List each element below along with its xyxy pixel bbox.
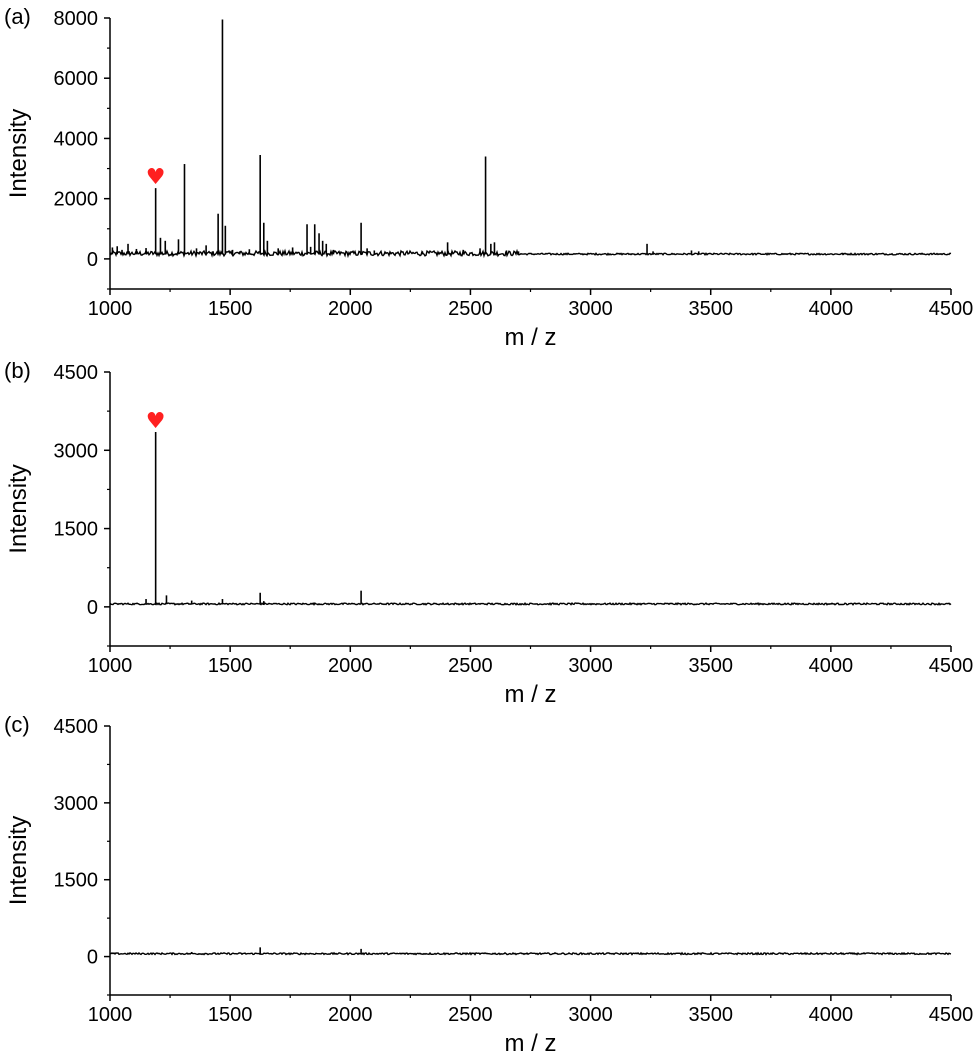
y-tick-label: 4000: [54, 128, 99, 150]
x-tick-label: 4500: [929, 1004, 974, 1026]
y-tick-label: 0: [87, 249, 98, 271]
panel-label: (a): [4, 4, 31, 29]
x-tick-label: 1500: [208, 655, 253, 677]
x-tick-label: 2500: [448, 1004, 493, 1026]
heart-marker: ♥: [146, 409, 166, 434]
y-axis-title: Intensity: [5, 109, 32, 198]
x-tick-label: 2000: [328, 1004, 373, 1026]
x-tick-label: 1000: [88, 1004, 133, 1026]
x-tick-label: 1500: [208, 298, 253, 320]
chart-panel-2: 1000 1500 2000 2500 3000 3500 4000 4500 0 1500 300…: [4, 358, 973, 708]
x-tick-label: 4000: [809, 655, 854, 677]
y-tick-label: 0: [87, 597, 98, 619]
x-axis-title: m / z: [505, 324, 557, 351]
y-axis-title: Intensity: [5, 464, 32, 553]
x-tick-label: 3000: [568, 1004, 613, 1026]
y-tick-label: 1500: [54, 519, 99, 541]
y-tick-label: 6000: [54, 68, 99, 90]
y-tick-label: 4500: [54, 362, 99, 384]
spectrum-baseline: [109, 951, 952, 956]
spectrum-baseline: [109, 248, 952, 259]
y-axis-title: Intensity: [5, 816, 32, 905]
x-tick-label: 3500: [688, 298, 733, 320]
chart-panel-3: 1000 1500 2000 2500 3000 3500 4000 4500 0 1500 300…: [4, 712, 973, 1057]
x-axis-title: m / z: [505, 1030, 557, 1057]
x-tick-label: 2500: [448, 298, 493, 320]
x-tick-label: 4500: [929, 655, 974, 677]
chart-panel-1: 1000 1500 2000 2500 3000 3500 4000 4500 0 2000 400…: [4, 4, 973, 351]
x-tick-label: 4000: [809, 298, 854, 320]
x-tick-label: 3500: [688, 1004, 733, 1026]
y-tick-label: 2000: [54, 189, 99, 211]
x-tick-label: 4500: [929, 298, 974, 320]
y-tick-label: 0: [87, 947, 98, 969]
spectrum-baseline: [109, 601, 952, 606]
x-tick-label: 4000: [809, 1004, 854, 1026]
x-tick-label: 2500: [448, 655, 493, 677]
x-tick-label: 3500: [688, 655, 733, 677]
x-tick-label: 1500: [208, 1004, 253, 1026]
x-tick-label: 3000: [568, 655, 613, 677]
y-tick-label: 8000: [54, 8, 99, 30]
x-tick-label: 2000: [328, 655, 373, 677]
y-tick-label: 3000: [54, 440, 99, 462]
y-tick-label: 1500: [54, 870, 99, 892]
y-tick-label: 3000: [54, 793, 99, 815]
y-tick-label: 4500: [54, 716, 99, 738]
x-tick-label: 2000: [328, 298, 373, 320]
panel-label: (c): [4, 712, 30, 737]
x-tick-label: 3000: [568, 298, 613, 320]
x-tick-label: 1000: [88, 298, 133, 320]
heart-marker: ♥: [146, 165, 166, 190]
x-tick-label: 1000: [88, 655, 133, 677]
panel-label: (b): [4, 358, 31, 383]
x-axis-title: m / z: [505, 681, 557, 708]
